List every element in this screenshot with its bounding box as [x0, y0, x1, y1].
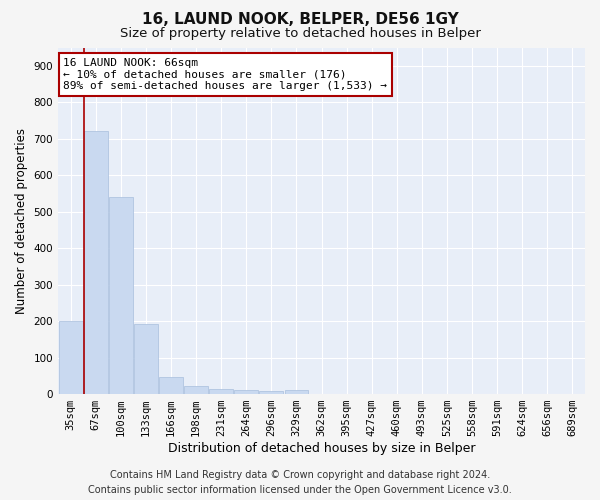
Text: 16 LAUND NOOK: 66sqm
← 10% of detached houses are smaller (176)
89% of semi-deta: 16 LAUND NOOK: 66sqm ← 10% of detached h…: [64, 58, 388, 91]
Bar: [134, 324, 158, 394]
Text: 16, LAUND NOOK, BELPER, DE56 1GY: 16, LAUND NOOK, BELPER, DE56 1GY: [142, 12, 458, 28]
Bar: [209, 388, 233, 394]
Y-axis label: Number of detached properties: Number of detached properties: [15, 128, 28, 314]
Bar: [84, 132, 107, 394]
Bar: [259, 391, 283, 394]
X-axis label: Distribution of detached houses by size in Belper: Distribution of detached houses by size …: [168, 442, 475, 455]
Bar: [284, 390, 308, 394]
Bar: [184, 386, 208, 394]
Bar: [235, 390, 258, 394]
Text: Size of property relative to detached houses in Belper: Size of property relative to detached ho…: [119, 28, 481, 40]
Bar: [109, 197, 133, 394]
Text: Contains HM Land Registry data © Crown copyright and database right 2024.
Contai: Contains HM Land Registry data © Crown c…: [88, 470, 512, 495]
Bar: [59, 321, 83, 394]
Bar: [159, 377, 183, 394]
